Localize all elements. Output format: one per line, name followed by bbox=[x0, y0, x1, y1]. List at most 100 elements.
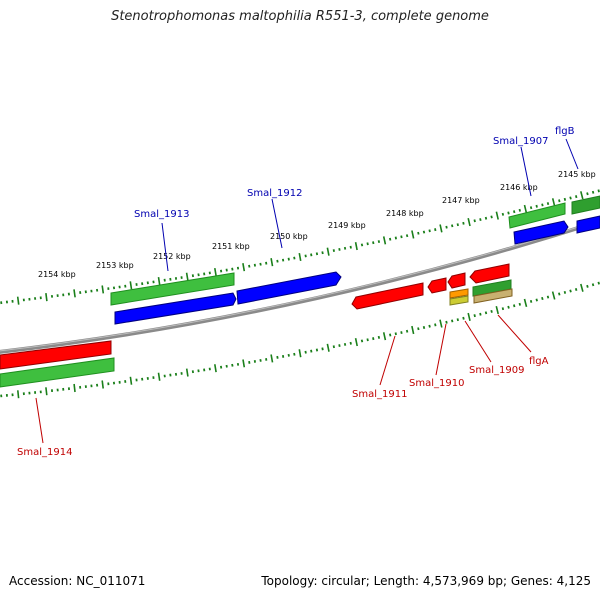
gene-flgb-forward[interactable] bbox=[571, 195, 600, 215]
outer-scale-minor-tick bbox=[451, 224, 454, 228]
inner-scale-minor-tick bbox=[558, 292, 561, 296]
gene-smal-1914-reverse[interactable] bbox=[0, 357, 115, 388]
inner-scale-major-tick bbox=[214, 364, 217, 373]
outer-scale-minor-tick bbox=[417, 231, 420, 235]
outer-scale-minor-tick bbox=[569, 196, 572, 200]
inner-scale-major-tick bbox=[580, 283, 584, 292]
scale-label-2150: 2150 kbp bbox=[270, 232, 308, 241]
outer-scale-minor-tick bbox=[428, 229, 431, 233]
outer-scale-major-tick bbox=[439, 224, 443, 233]
inner-scale-major-tick bbox=[270, 354, 274, 363]
scale-label-2152: 2152 kbp bbox=[153, 252, 191, 261]
gene-flga-reverse-tan[interactable] bbox=[473, 288, 513, 304]
cds-smal-1907-forward[interactable] bbox=[513, 220, 569, 245]
inner-scale-major-tick bbox=[382, 332, 387, 341]
outer-scale-minor-tick bbox=[248, 264, 251, 268]
outer-scale-major-tick bbox=[382, 236, 387, 245]
outer-scale-minor-tick bbox=[546, 202, 550, 206]
cds-smal-1911-reverse[interactable] bbox=[351, 282, 424, 310]
inner-scale-minor-tick bbox=[338, 344, 341, 347]
scale-label-2153: 2153 kbp bbox=[96, 261, 134, 270]
outer-scale-major-tick bbox=[580, 191, 584, 200]
label-flgb[interactable]: flgB bbox=[555, 126, 575, 137]
inner-scale-minor-tick bbox=[372, 337, 375, 341]
inner-scale-minor-tick bbox=[394, 332, 397, 336]
outer-scale-minor-tick bbox=[389, 237, 392, 241]
scale-labels: 2145 kbp 2146 kbp 2147 kbp 2148 kbp 2149… bbox=[38, 170, 596, 279]
outer-scale-minor-tick bbox=[541, 203, 544, 207]
inner-scale-major-tick bbox=[439, 319, 443, 328]
inner-scale-minor-tick bbox=[445, 320, 448, 324]
inner-scale-major-tick bbox=[354, 338, 358, 347]
inner-scale-minor-tick bbox=[462, 316, 465, 320]
inner-scale-minor-tick bbox=[563, 290, 567, 294]
label-smal-1911[interactable]: Smal_1911 bbox=[352, 389, 407, 400]
gene-smal-1910-reverse-orange[interactable] bbox=[449, 288, 469, 299]
cds-smal-1912-forward[interactable] bbox=[236, 271, 342, 305]
label-smal-1912[interactable]: Smal_1912 bbox=[247, 188, 302, 199]
inner-scale-major-tick bbox=[298, 349, 302, 358]
leader-smal-1909 bbox=[464, 320, 492, 363]
cds-flga-reverse[interactable] bbox=[469, 263, 510, 284]
inner-scale-minor-tick bbox=[231, 363, 234, 367]
inner-scale-minor-tick bbox=[405, 329, 409, 333]
label-smal-1907[interactable]: Smal_1907 bbox=[493, 136, 548, 147]
inner-scale-major-tick bbox=[101, 380, 104, 389]
outer-scale-minor-tick bbox=[338, 248, 341, 251]
inner-scale-major-tick bbox=[495, 306, 499, 315]
outer-scale-major-tick bbox=[73, 289, 76, 298]
label-smal-1914[interactable]: Smal_1914 bbox=[17, 447, 72, 458]
outer-scale-minor-tick bbox=[422, 230, 426, 234]
inner-scale-minor-tick bbox=[518, 302, 521, 306]
leader-smal-1913 bbox=[161, 222, 169, 272]
inner-scale-minor-tick bbox=[473, 314, 476, 318]
cds-smal-1910-reverse[interactable] bbox=[427, 277, 447, 294]
label-smal-1909[interactable]: Smal_1909 bbox=[469, 365, 524, 376]
inner-scale-minor-tick bbox=[310, 349, 313, 353]
outer-scale-minor-tick bbox=[575, 195, 578, 199]
outer-scale-minor-tick bbox=[310, 253, 313, 257]
outer-scale-minor-tick bbox=[360, 243, 364, 247]
outer-scale-minor-tick bbox=[501, 212, 505, 216]
inner-scale-minor-tick bbox=[434, 323, 437, 327]
label-smal-1913[interactable]: Smal_1913 bbox=[134, 209, 189, 220]
scale-label-2147: 2147 kbp bbox=[442, 196, 480, 205]
gene-smal-1913-forward[interactable] bbox=[110, 272, 235, 306]
outer-scale-major-tick bbox=[551, 198, 556, 207]
outer-scale-minor-tick bbox=[366, 242, 369, 246]
outer-scale-major-tick bbox=[354, 242, 358, 251]
inner-scale-minor-tick bbox=[479, 312, 482, 316]
inner-scale-minor-tick bbox=[569, 289, 572, 293]
inner-scale-minor-tick bbox=[428, 324, 431, 328]
inner-scale-minor-tick bbox=[535, 298, 538, 302]
label-smal-1910[interactable]: Smal_1910 bbox=[409, 378, 464, 389]
outer-scale-major-tick bbox=[523, 204, 528, 214]
leader-flga bbox=[497, 314, 532, 353]
inner-scale-minor-tick bbox=[484, 311, 488, 315]
inner-scale-minor-tick bbox=[304, 350, 307, 354]
outer-scale-minor-tick bbox=[400, 235, 403, 239]
cds-smal-1913-forward[interactable] bbox=[114, 292, 237, 325]
outer-scale-minor-tick bbox=[513, 210, 516, 214]
inner-scale-major-tick bbox=[411, 325, 415, 335]
outer-scale-minor-tick bbox=[484, 216, 488, 220]
outer-scale-minor-tick bbox=[563, 197, 567, 201]
gene-smal-1907-forward[interactable] bbox=[508, 202, 566, 229]
cds-flgb-forward[interactable] bbox=[576, 215, 600, 234]
inner-scale-minor-tick bbox=[293, 352, 296, 356]
inner-scale-minor-tick bbox=[546, 295, 550, 299]
outer-scale-minor-tick bbox=[456, 223, 459, 227]
outer-scale-minor-tick bbox=[372, 241, 375, 245]
inner-scale-minor-tick bbox=[400, 331, 403, 334]
gene-labels: Smal_1913 Smal_1912 Smal_1907 flgB Smal_… bbox=[17, 126, 575, 458]
outer-scale-major-tick bbox=[45, 293, 48, 302]
outer-scale-major-tick bbox=[298, 252, 302, 262]
outer-scale-major-tick bbox=[326, 247, 330, 256]
cds-smal-1909-reverse[interactable] bbox=[447, 272, 466, 289]
gene-smal-1910-reverse-yellow[interactable] bbox=[449, 295, 469, 306]
label-flga[interactable]: flgA bbox=[529, 356, 549, 367]
cds-smal-1914-reverse[interactable] bbox=[0, 340, 112, 370]
inner-scale-minor-tick bbox=[451, 319, 454, 323]
outer-scale-minor-tick bbox=[377, 240, 381, 244]
outer-scale-major-tick bbox=[270, 258, 274, 267]
